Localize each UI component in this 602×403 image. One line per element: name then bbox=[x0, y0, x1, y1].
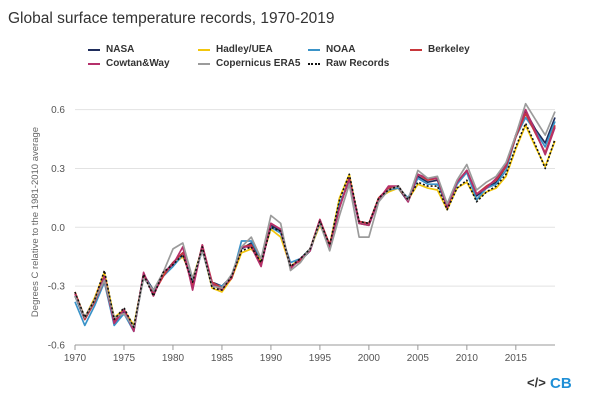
x-tick-label: 1995 bbox=[309, 353, 332, 364]
series-line-cowtan-way[interactable] bbox=[74, 108, 556, 333]
x-tick-label: 1990 bbox=[260, 353, 283, 364]
legend-swatch bbox=[88, 62, 100, 65]
legend-item[interactable]: Raw Records bbox=[308, 58, 389, 69]
chart-title: Global surface temperature records, 1970… bbox=[8, 10, 335, 27]
x-axis: 1970 1975 1980 1985 1990 1995 2000 2005 2010 2015 bbox=[64, 344, 555, 364]
legend-swatch bbox=[308, 48, 320, 51]
legend-item[interactable]: Cowtan&Way bbox=[88, 58, 170, 69]
legend-swatch bbox=[88, 48, 100, 51]
carbonbrief-logo: CB bbox=[550, 375, 572, 392]
y-tick-label: 0.6 bbox=[51, 105, 65, 116]
series-line-noaa[interactable] bbox=[74, 116, 556, 333]
legend-label: Cowtan&Way bbox=[106, 58, 170, 69]
x-tick-label: 1975 bbox=[113, 353, 136, 364]
x-tick-label: 1985 bbox=[211, 353, 234, 364]
x-tick-label: 2015 bbox=[505, 353, 528, 364]
x-tick-label: 2000 bbox=[358, 353, 381, 364]
x-tick-label: 1970 bbox=[64, 353, 87, 364]
legend-label: Berkeley bbox=[428, 44, 470, 55]
y-tick-label: -0.3 bbox=[48, 282, 66, 293]
legend-item[interactable]: NOAA bbox=[308, 44, 355, 55]
series-line-copernicus-era5[interactable] bbox=[74, 102, 556, 329]
gridlines bbox=[75, 109, 555, 346]
code-embed-icon[interactable]: </> bbox=[527, 375, 546, 390]
series-line-nasa[interactable] bbox=[74, 110, 556, 331]
legend-label: Raw Records bbox=[326, 58, 390, 69]
legend-label: Hadley/UEA bbox=[216, 44, 273, 55]
series-lines bbox=[74, 102, 556, 333]
series-line-hadley-uea[interactable] bbox=[74, 124, 556, 327]
series-line-raw-records[interactable] bbox=[74, 122, 556, 329]
legend-swatch bbox=[308, 62, 320, 65]
legend-label: NASA bbox=[106, 44, 135, 55]
legend-item[interactable]: NASA bbox=[88, 44, 134, 55]
legend-item[interactable]: Hadley/UEA bbox=[198, 44, 273, 55]
y-axis-label: Degrees C relative to the 1981-2010 aver… bbox=[30, 127, 41, 317]
series-line-berkeley[interactable] bbox=[74, 112, 556, 331]
y-tick-label: 0.3 bbox=[51, 164, 65, 175]
y-tick-label: 0.0 bbox=[51, 223, 65, 234]
legend-item[interactable]: Berkeley bbox=[410, 44, 470, 55]
legend-item[interactable]: Copernicus ERA5 bbox=[198, 58, 300, 69]
x-tick-label: 2010 bbox=[456, 353, 479, 364]
x-tick-label: 2005 bbox=[407, 353, 430, 364]
legend-label: Copernicus ERA5 bbox=[216, 58, 301, 69]
y-axis-ticks: -0.6 -0.3 0.0 0.3 0.6 bbox=[48, 105, 66, 351]
x-tick-label: 1980 bbox=[162, 353, 185, 364]
legend-label: NOAA bbox=[326, 44, 356, 55]
legend-swatch bbox=[198, 62, 210, 65]
legend-swatch bbox=[198, 48, 210, 51]
y-tick-label: -0.6 bbox=[48, 341, 66, 352]
legend-swatch bbox=[410, 48, 422, 51]
